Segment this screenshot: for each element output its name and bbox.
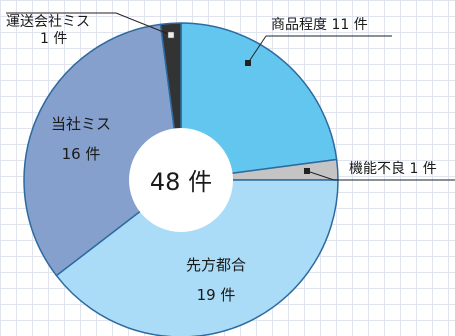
slice-label-tousha: 当社ミス xyxy=(51,115,111,133)
marker-kinou xyxy=(304,168,310,174)
slice-label-unsou: 運送会社ミス xyxy=(6,14,90,30)
slice-senpou xyxy=(55,179,339,336)
slice-label-senpou: 先方都合 xyxy=(186,256,246,274)
slice-label-shohin: 商品程度 11 件 xyxy=(271,17,368,33)
slice-value-senpou: 19 件 xyxy=(197,286,236,304)
slice-value-tousha: 16 件 xyxy=(62,145,101,163)
leader-line-shohin xyxy=(247,35,267,64)
marker-unsou xyxy=(167,31,175,39)
leader-line-kinou xyxy=(306,170,335,181)
donut-hole xyxy=(129,128,233,232)
slice-label-kinou: 機能不良 1 件 xyxy=(349,161,437,177)
slice-tousha xyxy=(23,23,182,277)
slice-value-unsou: 1 件 xyxy=(40,31,67,47)
donut-slices xyxy=(23,22,339,336)
slice-shohin xyxy=(180,22,338,181)
marker-shohin xyxy=(245,60,251,66)
leader-line-unsou xyxy=(115,12,172,36)
total-label: 48 件 xyxy=(150,168,212,196)
